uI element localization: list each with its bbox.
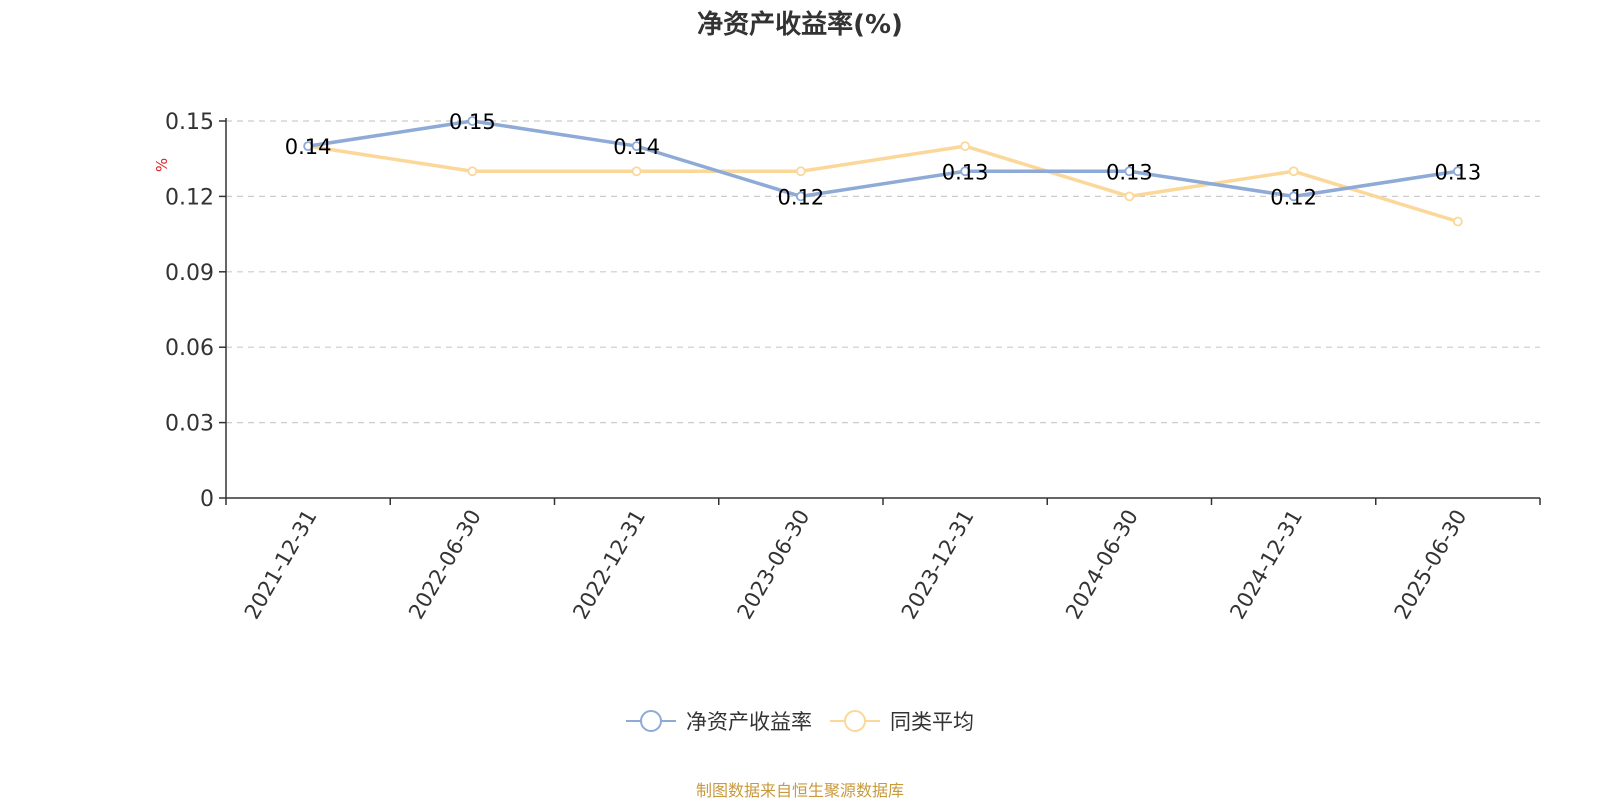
legend: 净资产收益率 同类平均 <box>0 706 1600 736</box>
series-line-1 <box>306 144 1460 224</box>
y-tick-label-3: 0.09 <box>165 261 214 286</box>
data-label-1: 0.15 <box>449 110 496 134</box>
series-1-point <box>631 166 642 177</box>
y-tick-label-5: 0.15 <box>165 110 214 135</box>
series-line-0 <box>306 119 1460 199</box>
data-label-2: 0.14 <box>613 135 660 159</box>
gridlines <box>226 120 1540 424</box>
x-tick-label-5: 2024-06-30 <box>1061 506 1143 624</box>
y-tick-label-2: 0.06 <box>165 336 214 361</box>
series-0-point <box>1124 166 1135 177</box>
y-tick-label-0: 0 <box>200 487 214 512</box>
series-0-point <box>795 191 806 202</box>
x-tick-label-4: 2023-12-31 <box>897 506 979 624</box>
data-labels: 0.14 0.15 0.14 0.12 0.13 0.13 0.12 0.13 <box>285 110 1482 209</box>
data-label-5: 0.13 <box>1106 160 1153 184</box>
data-label-3: 0.12 <box>777 185 824 209</box>
series-1-point <box>1452 216 1463 227</box>
x-tick-label-3: 2023-06-30 <box>733 506 815 624</box>
legend-line-circle-icon <box>830 710 880 732</box>
legend-item-peer-average[interactable]: 同类平均 <box>830 706 974 736</box>
axes: 0 0.03 0.06 0.09 0.12 0.15% 2021-12-31 2022-06-… <box>153 110 1541 624</box>
x-tick-label-0: 2021-12-31 <box>240 506 322 624</box>
series-0-point <box>303 141 314 152</box>
series-1-point <box>1124 191 1135 202</box>
series-0-point <box>1452 166 1463 177</box>
x-tick-label-7: 2025-06-30 <box>1390 506 1472 624</box>
series <box>303 116 1463 227</box>
data-label-6: 0.12 <box>1270 185 1317 209</box>
data-label-7: 0.13 <box>1434 160 1481 184</box>
series-1-point <box>795 166 806 177</box>
series-0-point <box>467 116 478 126</box>
series-0-point <box>1288 191 1299 202</box>
x-tick-label-6: 2024-12-31 <box>1225 506 1307 624</box>
legend-label-roe: 净资产收益率 <box>686 710 812 734</box>
y-axis-unit-label: % <box>153 158 171 172</box>
x-tick-label-1: 2022-06-30 <box>404 506 486 624</box>
line-chart: 0 0.03 0.06 0.09 0.12 0.15% 2021-12-31 2022-06-… <box>153 110 1541 624</box>
legend-line-circle-icon <box>626 710 676 732</box>
y-tick-label-1: 0.03 <box>165 412 214 437</box>
legend-label-peer-average: 同类平均 <box>890 710 974 734</box>
legend-item-roe[interactable]: 净资产收益率 <box>626 706 812 736</box>
series-0-point <box>960 166 971 177</box>
data-label-4: 0.13 <box>942 160 989 184</box>
series-1-point <box>1288 166 1299 177</box>
series-1-point <box>960 141 971 152</box>
source-note: 制图数据来自恒生聚源数据库 <box>695 781 904 800</box>
series-1-point <box>467 166 478 177</box>
x-tick-label-2: 2022-12-31 <box>568 506 650 624</box>
data-label-0: 0.14 <box>285 135 332 159</box>
chart-title: 净资产收益率(%) <box>697 10 903 40</box>
y-tick-label-4: 0.12 <box>165 185 214 210</box>
series-0-point <box>631 141 642 152</box>
